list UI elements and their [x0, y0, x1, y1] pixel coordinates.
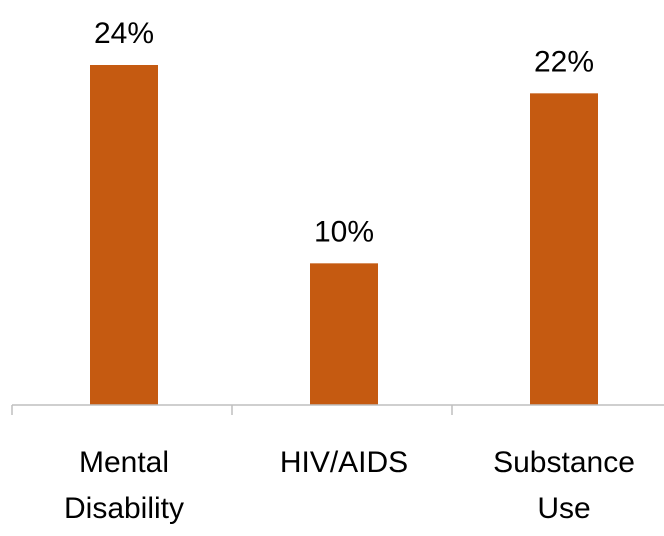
x-tick-label-1: Mental Disability: [64, 446, 184, 525]
x-tick-label-2: HIV/AIDS: [280, 446, 408, 479]
x-tick-label-3: Substance Use: [493, 446, 635, 525]
data-label-1: 24%: [94, 17, 154, 50]
bar-2: [310, 263, 378, 405]
bar-3: [530, 93, 598, 405]
data-label-3: 22%: [534, 45, 594, 78]
bar-1: [90, 65, 158, 405]
data-label-2: 10%: [314, 215, 374, 248]
